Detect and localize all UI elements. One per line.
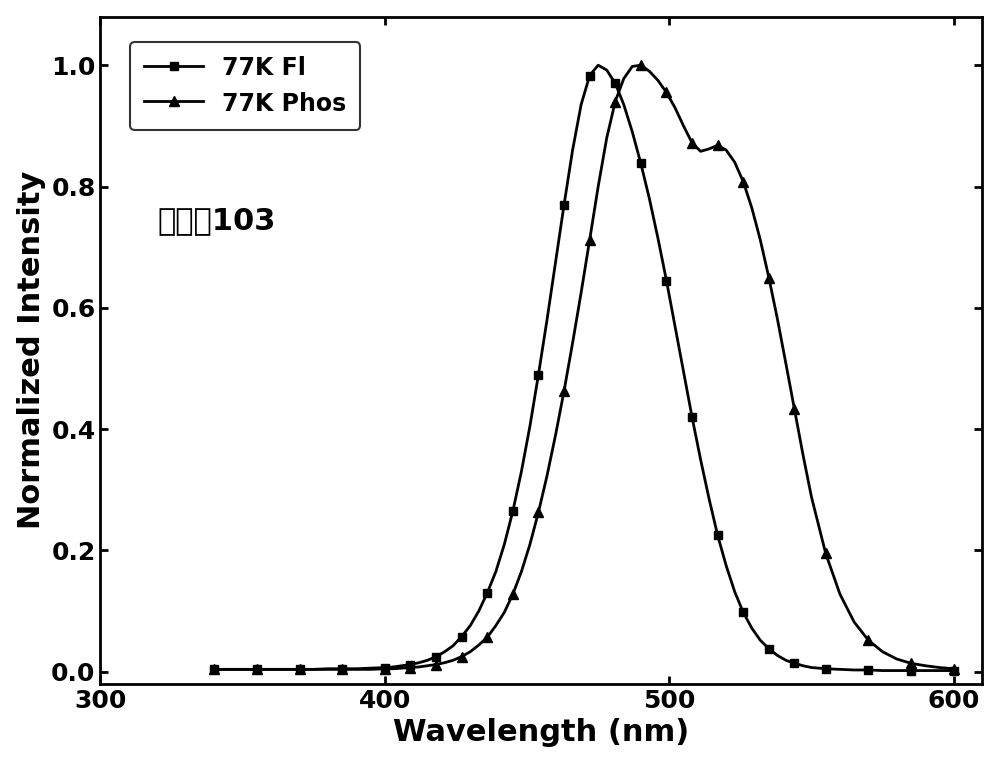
X-axis label: Wavelength (nm): Wavelength (nm) bbox=[393, 718, 689, 747]
77K Phos bbox=[635, 60, 647, 70]
77K Fl bbox=[797, 661, 809, 670]
77K Phos bbox=[948, 664, 960, 673]
77K Phos bbox=[862, 636, 874, 645]
77K Fl bbox=[948, 666, 960, 675]
77K Phos bbox=[820, 549, 832, 558]
Legend: 77K Fl, 77K Phos: 77K Fl, 77K Phos bbox=[130, 42, 360, 130]
77K Phos bbox=[481, 633, 493, 642]
77K Fl bbox=[862, 665, 874, 675]
77K Phos bbox=[584, 235, 596, 244]
77K Fl bbox=[820, 664, 832, 673]
77K Phos bbox=[797, 450, 809, 459]
Line: 77K Phos: 77K Phos bbox=[210, 60, 958, 674]
77K Phos bbox=[413, 662, 425, 672]
77K Fl bbox=[481, 588, 493, 597]
77K Fl bbox=[208, 665, 220, 674]
77K Fl bbox=[413, 658, 425, 667]
77K Fl bbox=[592, 60, 604, 70]
Y-axis label: Normalized Intensity: Normalized Intensity bbox=[17, 171, 46, 529]
Text: 化合物103: 化合物103 bbox=[157, 206, 276, 235]
77K Phos bbox=[208, 665, 220, 674]
77K Fl bbox=[877, 666, 889, 675]
Line: 77K Fl: 77K Fl bbox=[210, 61, 958, 675]
77K Fl bbox=[584, 71, 596, 80]
